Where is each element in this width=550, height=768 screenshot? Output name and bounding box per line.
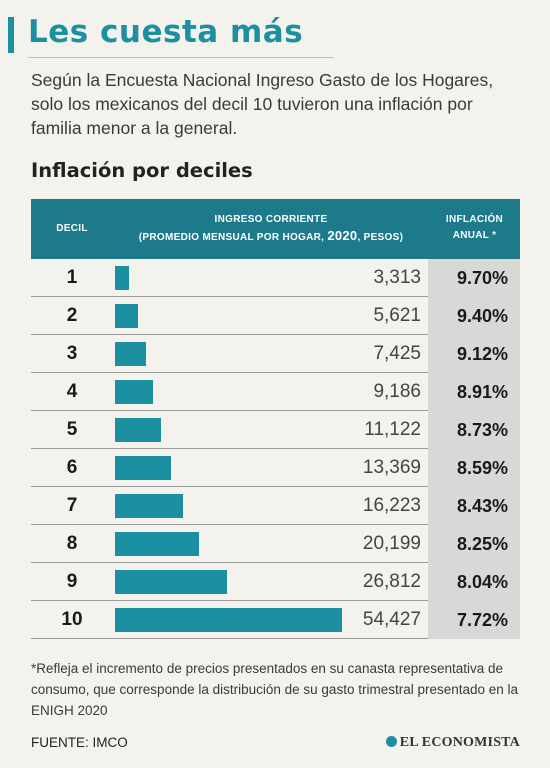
decil-label: 4: [66, 381, 78, 402]
income-value: 20,199: [362, 533, 421, 554]
income-value: 11,122: [364, 419, 421, 440]
header-ingreso-year: 2020: [327, 228, 358, 243]
decil-label: 2: [66, 305, 78, 326]
header-inflacion-line1: Inflación: [445, 214, 504, 225]
income-value: 16,223: [362, 495, 421, 516]
inflation-value: 9.12%: [428, 335, 520, 373]
inflation-value: 9.40%: [428, 297, 520, 335]
income-bar: [115, 342, 146, 366]
header-ingreso-line1: Ingreso corriente: [214, 214, 328, 225]
header-decil: Decil: [56, 223, 88, 234]
table-row: 4 9,186 8.91%: [31, 373, 520, 411]
decil-label: 9: [66, 571, 78, 592]
table-row: 3 7,425 9.12%: [31, 335, 520, 373]
header-ingreso-post: , pesos): [357, 232, 404, 243]
decil-label: 7: [66, 495, 78, 516]
inflation-value: 8.73%: [428, 411, 520, 449]
income-bar: [115, 532, 199, 556]
inflation-value: 8.91%: [428, 373, 520, 411]
table-row: 2 5,621 9.40%: [31, 297, 520, 335]
table-row: 1 3,313 9.70%: [31, 259, 520, 297]
table-header: Decil Ingreso corriente (promedio mensua…: [31, 199, 520, 259]
decil-label: 6: [66, 457, 78, 478]
inflation-value: 9.70%: [428, 259, 520, 297]
footnote: *Refleja el incremento de precios presen…: [31, 661, 519, 718]
title-underline: [28, 57, 334, 58]
income-value: 13,369: [362, 457, 421, 478]
decil-label: 1: [66, 267, 78, 288]
income-bar: [115, 380, 153, 404]
income-value: 5,621: [373, 305, 421, 326]
header-inflacion: Inflación anual *: [429, 212, 520, 244]
income-bar: [115, 608, 342, 632]
decil-label: 3: [66, 343, 78, 364]
table-row: 5 11,122 8.73%: [31, 411, 520, 449]
income-value: 26,812: [362, 571, 421, 592]
inflation-value: 8.25%: [428, 525, 520, 563]
income-bar: [115, 570, 227, 594]
income-bar: [115, 494, 183, 518]
header-ingreso-line2: (promedio mensual por hogar, 2020, pesos…: [121, 228, 421, 246]
income-value: 9,186: [373, 381, 421, 402]
table-row: 9 26,812 8.04%: [31, 563, 520, 601]
source-text: FUENTE: IMCO: [31, 735, 128, 750]
decil-label: 8: [66, 533, 78, 554]
header-inflacion-line2: anual *: [452, 230, 497, 241]
inflation-value: 7.72%: [428, 601, 520, 639]
decil-label: 10: [61, 609, 83, 630]
income-value: 7,425: [373, 343, 421, 364]
income-bar: [115, 266, 129, 290]
table-row: 8 20,199 8.25%: [31, 525, 520, 563]
chart-title: Inflación por deciles: [31, 159, 253, 182]
page-title: Les cuesta más: [28, 14, 304, 50]
brand-name: EL ECONOMISTA: [399, 735, 520, 750]
income-bar: [115, 456, 171, 480]
table-row: 6 13,369 8.59%: [31, 449, 520, 487]
income-bar: [115, 304, 138, 328]
table-row: 7 16,223 8.43%: [31, 487, 520, 525]
inflation-value: 8.59%: [428, 449, 520, 487]
intro-text: Según la Encuesta Nacional Ingreso Gasto…: [31, 70, 494, 138]
brand-logo: EL ECONOMISTA: [385, 735, 520, 751]
header-ingreso: Ingreso corriente (promedio mensual por …: [121, 212, 421, 246]
inflation-value: 8.43%: [428, 487, 520, 525]
brand-icon: [385, 736, 397, 747]
decil-label: 5: [66, 419, 78, 440]
table-row: 10 54,427 7.72%: [31, 601, 520, 639]
income-value: 3,313: [373, 267, 421, 288]
inflation-value: 8.04%: [428, 563, 520, 601]
header-ingreso-pre: (promedio mensual por hogar,: [138, 232, 328, 243]
income-value: 54,427: [362, 609, 421, 630]
title-accent-bar: [8, 17, 14, 53]
income-bar: [115, 418, 161, 442]
